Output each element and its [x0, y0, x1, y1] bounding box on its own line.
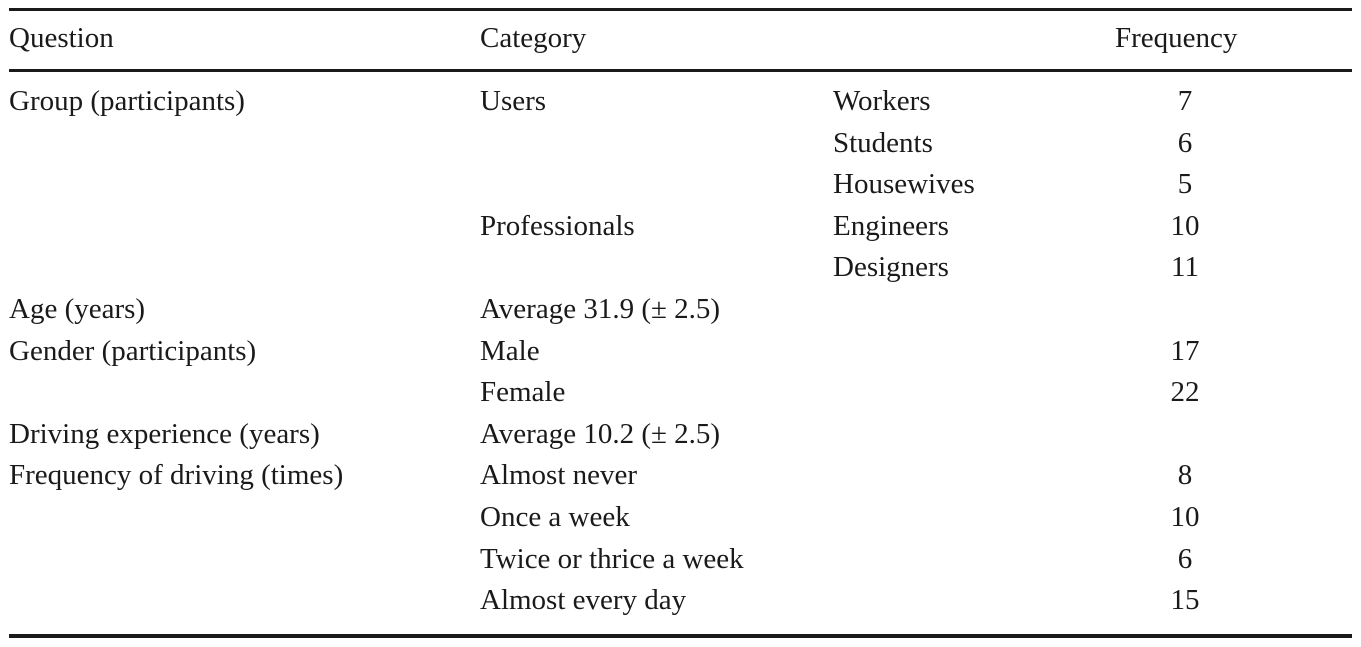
- table-header-rule: [9, 69, 1352, 72]
- header-question: Question: [9, 22, 114, 54]
- cell-question: Age (years): [9, 293, 146, 325]
- cell-category: Twice or thrice a week: [480, 543, 744, 575]
- cell-subcategory: Engineers: [833, 210, 949, 242]
- data-table: Question Category Frequency Group (parti…: [9, 0, 1352, 647]
- cell-subcategory: Students: [833, 127, 933, 159]
- table-bottom-rule: [9, 634, 1352, 638]
- cell-category: Users: [480, 85, 547, 117]
- table-body: Group (participants) Users Workers 7 Student…: [9, 0, 1352, 647]
- cell-category: Average 10.2 (± 2.5): [480, 418, 721, 450]
- cell-category: Almost never: [480, 459, 638, 491]
- cell-question: Group (participants): [9, 85, 245, 117]
- cell-frequency: 6: [1177, 127, 1193, 159]
- table-top-rule: [9, 8, 1352, 11]
- header-category: Category: [480, 22, 587, 54]
- cell-category: Male: [480, 335, 540, 367]
- cell-frequency: 15: [1170, 584, 1200, 616]
- cell-category: Once a week: [480, 501, 630, 533]
- cell-subcategory: Designers: [833, 251, 949, 283]
- cell-question: Gender (participants): [9, 335, 257, 367]
- cell-frequency: 11: [1171, 251, 1199, 283]
- cell-category: Average 31.9 (± 2.5): [480, 293, 721, 325]
- cell-frequency: 6: [1177, 543, 1193, 575]
- cell-question: Frequency of driving (times): [9, 459, 344, 491]
- cell-category: Female: [480, 376, 566, 408]
- cell-category: Professionals: [480, 210, 635, 242]
- cell-subcategory: Housewives: [833, 168, 975, 200]
- header-frequency: Frequency: [1115, 22, 1238, 54]
- cell-frequency: 10: [1170, 210, 1200, 242]
- cell-frequency: 8: [1177, 459, 1193, 491]
- cell-question: Driving experience (years): [9, 418, 320, 450]
- cell-frequency: 10: [1170, 501, 1200, 533]
- cell-frequency: 5: [1177, 168, 1193, 200]
- cell-subcategory: Workers: [833, 85, 931, 117]
- cell-frequency: 7: [1177, 85, 1193, 117]
- cell-frequency: 22: [1170, 376, 1200, 408]
- cell-frequency: 17: [1170, 335, 1200, 367]
- cell-category: Almost every day: [480, 584, 687, 616]
